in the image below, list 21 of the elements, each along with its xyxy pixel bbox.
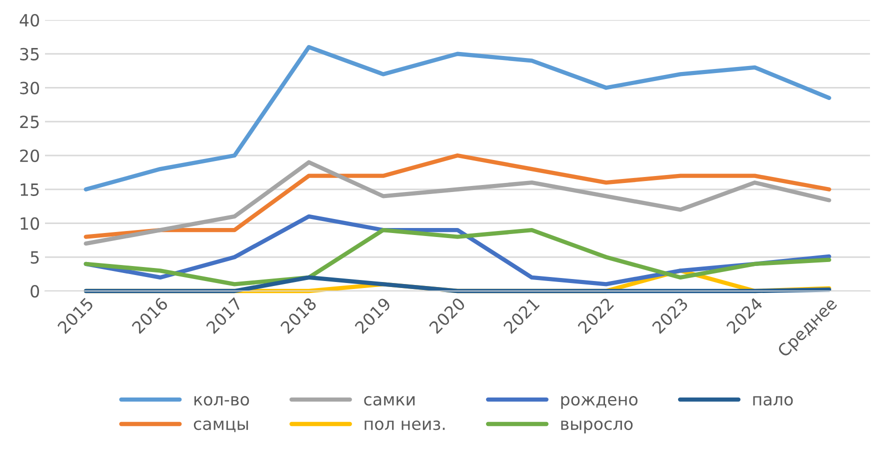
legend-label: пол неиз. [364,420,445,430]
y-tick-label: 40 [20,14,40,27]
y-tick-label: 10 [20,217,40,230]
line-series [84,160,832,246]
line-series [84,228,832,286]
y-tick-label: 35 [20,48,39,60]
legend-label: самцы [194,420,248,432]
y-tick-label: 5 [30,251,39,264]
legend-label: рождено [561,396,638,409]
y-tick-label: 15 [20,184,39,196]
y-tick-label: 0 [30,284,40,298]
legend-label: самки [364,396,415,406]
legend-label: пало [753,396,793,406]
line-series [84,45,832,192]
line-series [84,153,832,239]
legend-label: кол-во [194,396,249,406]
line-series [84,275,832,294]
y-tick-label: 25 [20,116,39,128]
y-tick-label: 30 [20,82,40,94]
y-tick-label: 20 [20,149,40,162]
legend-label: выросло [561,420,633,434]
